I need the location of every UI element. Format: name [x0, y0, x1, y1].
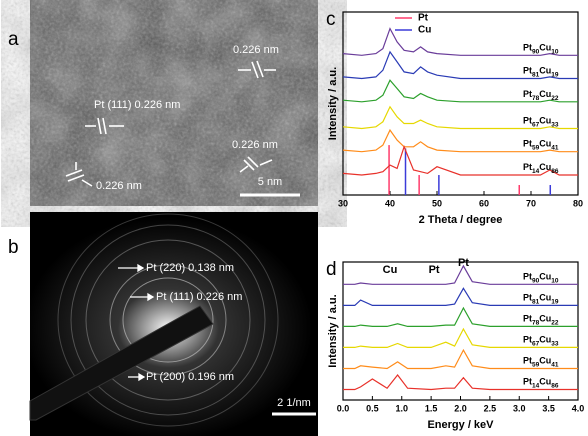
series-label: Pt67Cu33 [523, 335, 559, 348]
annotation: 0.226 nm [233, 44, 279, 56]
annotation: Pt (220) 0.138 nm [146, 262, 234, 274]
x-tick-label: 4.0 [572, 403, 585, 413]
x-tick-label: 0.5 [366, 403, 379, 413]
series-label: Pt78Cu22 [523, 314, 559, 327]
series-label: Pt67Cu33 [523, 116, 559, 129]
series-label: Pt90Cu10 [523, 43, 559, 56]
x-tick-label: 60 [479, 198, 489, 208]
x-axis-label: Energy / keV [427, 419, 494, 431]
panel-a: a 0.226 nm Pt (111) 0.226 nm 0.226 nm 0.… [8, 0, 318, 206]
x-tick-label: 3.5 [542, 403, 555, 413]
annotation: Pt (200) 0.196 nm [146, 371, 234, 383]
figure: a 0.226 nm Pt (111) 0.226 nm 0.226 nm 0.… [0, 0, 588, 436]
annotation: Pt (111) 0.226 nm [156, 291, 242, 303]
panel-b: b Pt (220) 0.138 nm Pt (111) 0.226 nm Pt… [8, 212, 318, 436]
annotation: Pt (111) 0.226 nm [94, 99, 180, 111]
scale-bar-label: 2 1/nm [277, 397, 311, 409]
x-tick-label: 70 [526, 198, 536, 208]
panel-label: b [8, 237, 19, 258]
annotation: Pt [429, 264, 440, 276]
series-label: Pt78Cu22 [523, 89, 559, 102]
panel-label: d [326, 259, 337, 280]
x-tick-label: 1.0 [395, 403, 408, 413]
x-tick-label: 2.0 [454, 403, 467, 413]
series-label: Pt14Cu86 [523, 377, 559, 390]
x-tick-label: 0.0 [337, 403, 350, 413]
x-axis-label: 2 Theta / degree [419, 214, 503, 226]
annotation: Cu [383, 264, 398, 276]
series-label: Pt81Cu19 [523, 293, 559, 306]
annotation: 0.226 nm [96, 180, 142, 192]
y-axis-label: Intensity / a.u. [327, 294, 339, 367]
annotation: 0.226 nm [232, 139, 278, 151]
y-axis-label: Intensity / a.u. [327, 67, 339, 140]
panel-label: a [8, 29, 19, 50]
annotation: Pt [458, 257, 469, 269]
legend-label: Pt [418, 13, 429, 24]
x-tick-label: 2.5 [484, 403, 497, 413]
x-tick-label: 3.0 [513, 403, 526, 413]
panel-label: c [326, 9, 336, 30]
series-label: Pt90Cu10 [523, 272, 559, 285]
scale-bar-label: 5 nm [258, 176, 282, 188]
x-tick-label: 30 [338, 198, 348, 208]
x-tick-label: 1.5 [425, 403, 438, 413]
x-tick-label: 80 [573, 198, 583, 208]
legend-label: Cu [418, 25, 431, 36]
series-label: Pt59Cu41 [523, 356, 559, 369]
series-label: Pt81Cu19 [523, 66, 559, 79]
series-label: Pt59Cu41 [523, 139, 559, 152]
x-tick-label: 50 [432, 198, 442, 208]
x-tick-label: 40 [385, 198, 395, 208]
series-label: Pt14Cu86 [523, 162, 559, 175]
